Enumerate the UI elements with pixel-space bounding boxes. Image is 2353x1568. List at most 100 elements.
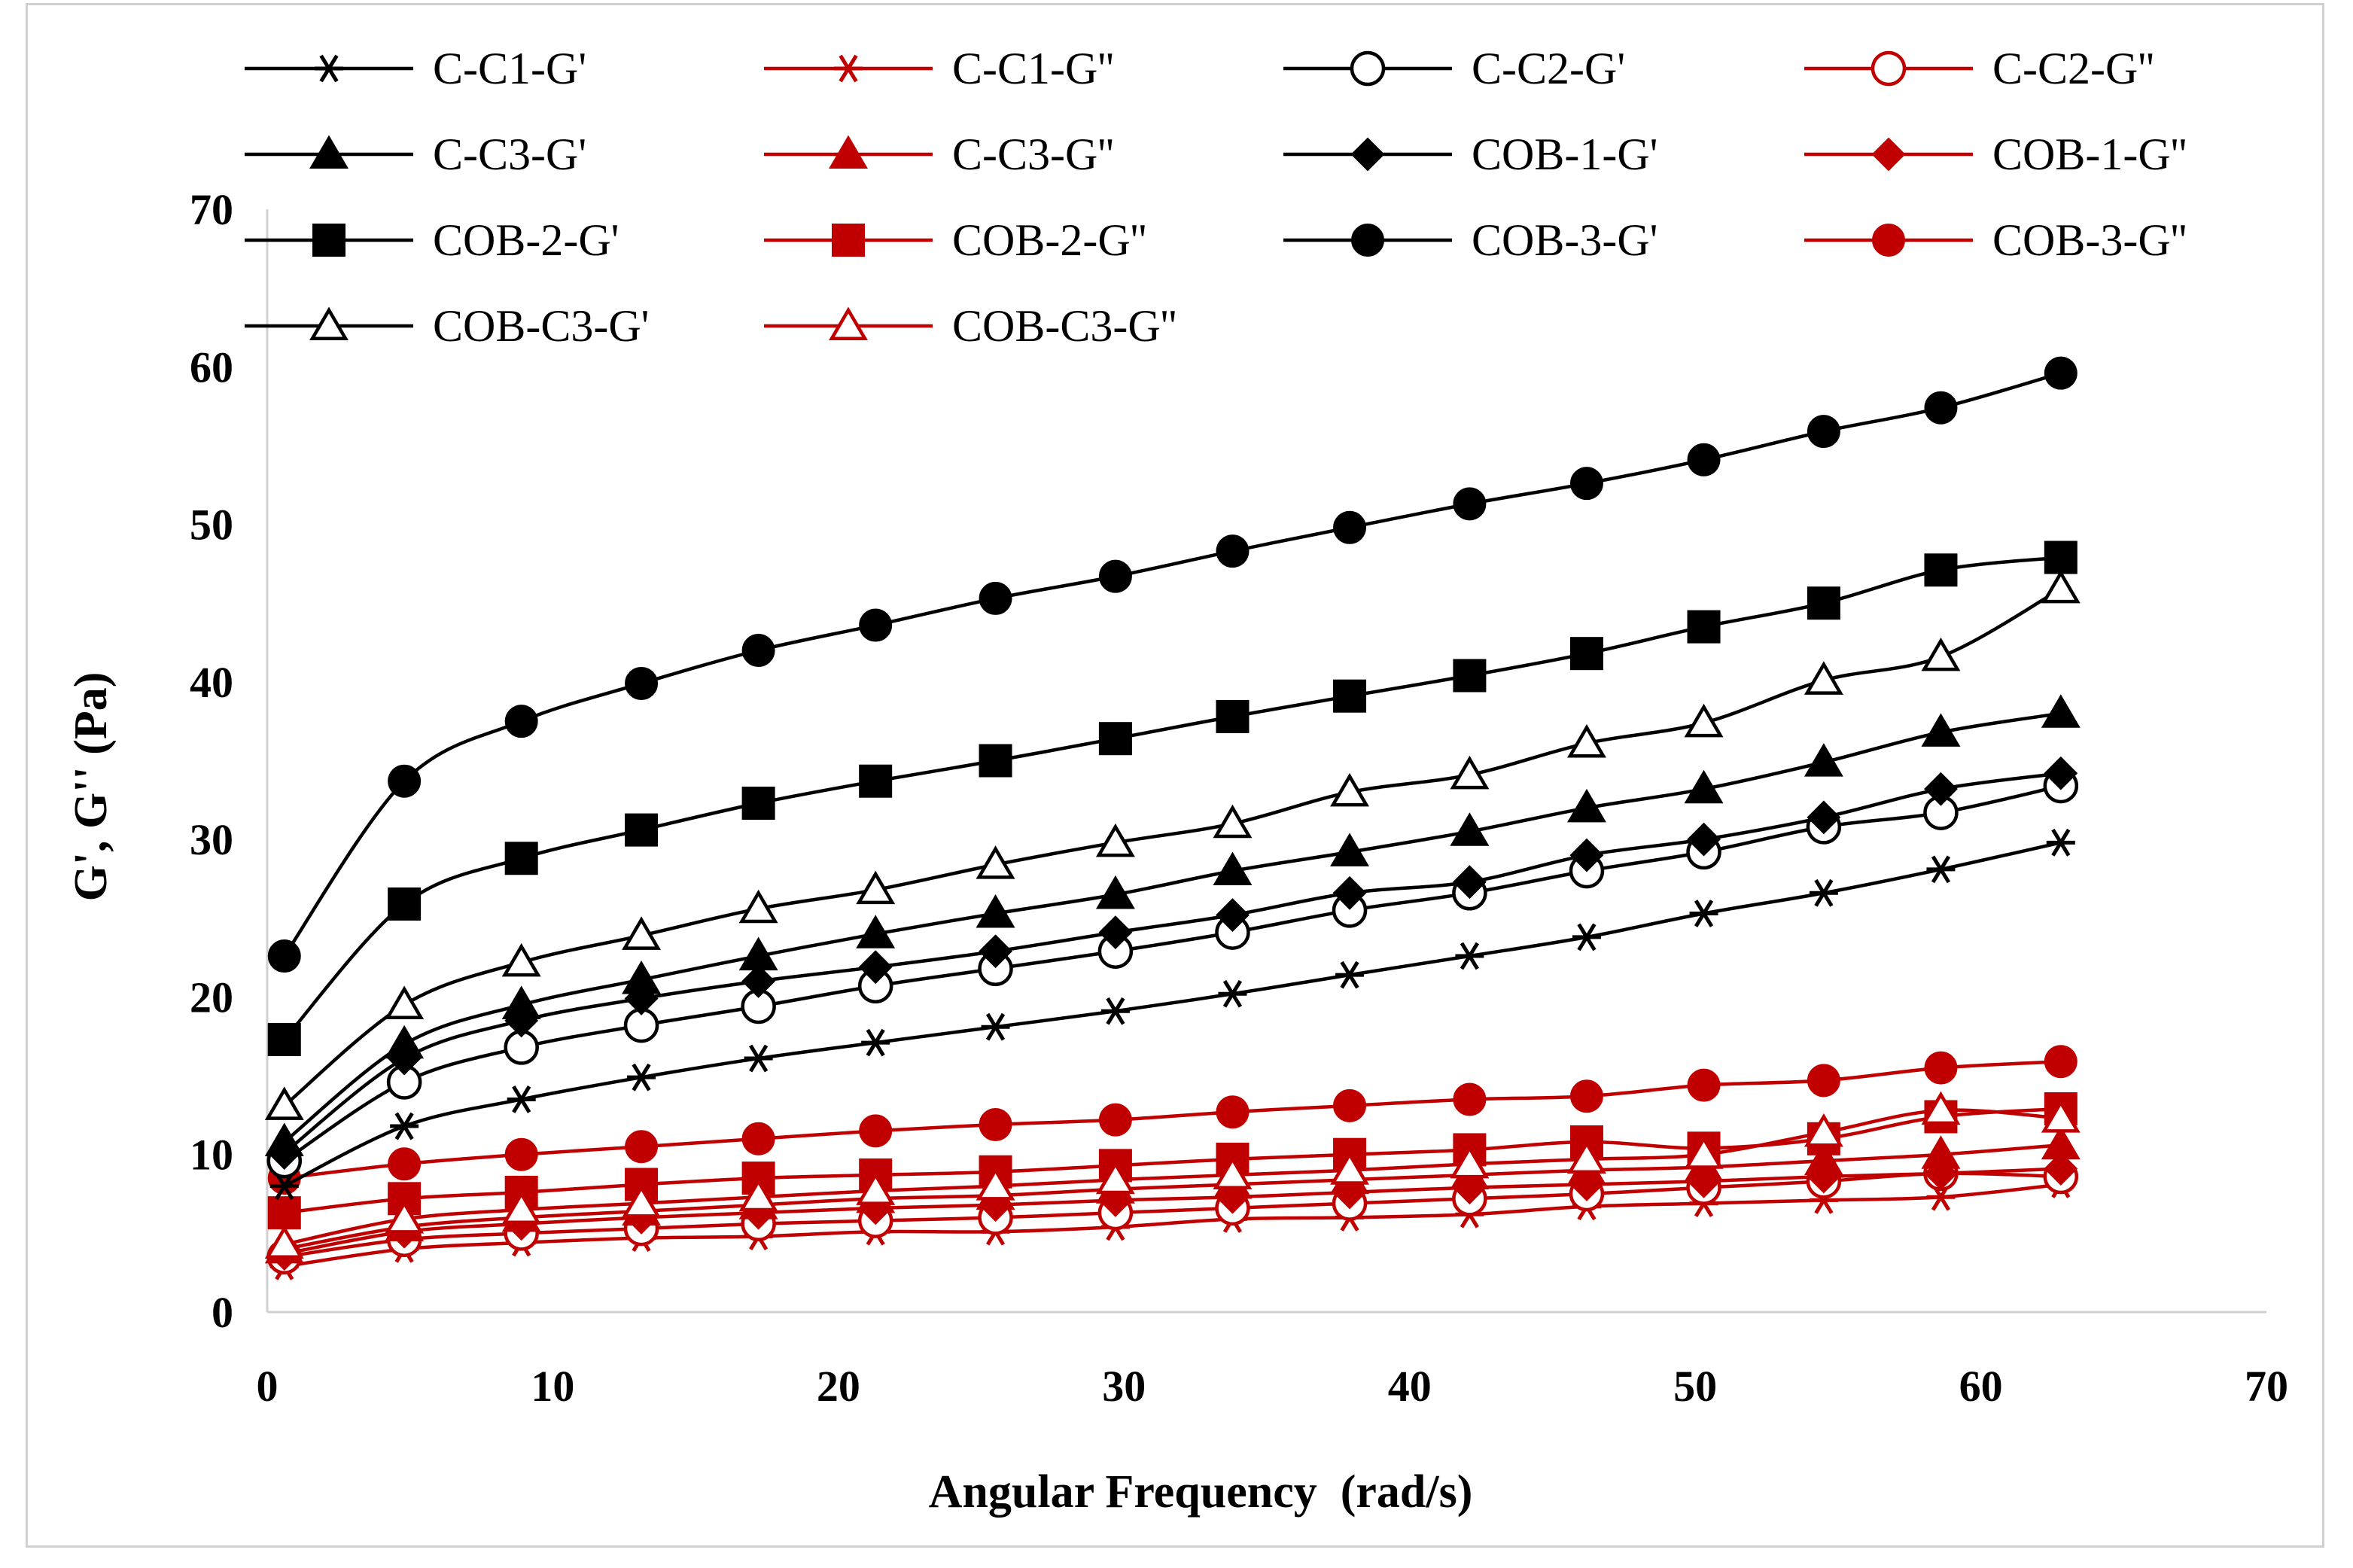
data-point: [858, 950, 893, 985]
data-point: [1566, 1140, 1606, 1174]
data-point: [622, 1184, 662, 1218]
series-11: [267, 1045, 2078, 1195]
series-8: [267, 540, 2078, 1056]
data-point: [1924, 391, 1958, 425]
data-point: [1687, 443, 1721, 476]
data-point: [1569, 1168, 1604, 1201]
data-point: [976, 845, 1015, 879]
legend-item: C-C1-G'': [764, 44, 1114, 93]
series-line: [283, 587, 2062, 1107]
x-tick-label: 20: [817, 1362, 860, 1411]
y-axis-title: G', G'' (Pa): [65, 672, 117, 902]
data-point: [507, 1085, 536, 1113]
data-point: [388, 764, 422, 798]
y-tick-label: 40: [190, 658, 233, 707]
series-line: [283, 784, 2062, 1162]
legend-item: C-C3-G': [245, 129, 586, 179]
data-point: [741, 1122, 775, 1155]
data-point: [976, 894, 1015, 928]
series-13: [264, 1091, 2081, 1259]
data-point: [738, 1177, 778, 1212]
legend-item: C-C3-G'': [764, 129, 1114, 179]
legend-marker: [834, 54, 863, 83]
series-12: [264, 569, 2081, 1120]
data-point: [1452, 865, 1487, 900]
legend-marker: [829, 135, 868, 169]
chart-frame: 0 10 20 30 40 50 60 70 0 10 20 30 40 50 60 70 Angular F…: [26, 3, 2324, 1548]
data-point: [388, 887, 422, 921]
legend-marker: [832, 224, 865, 257]
series-line: [284, 1171, 2061, 1259]
data-point: [1100, 997, 1130, 1025]
series-line: [284, 1108, 2061, 1247]
legend: C-C1-G' C-C1-G'' C-C2-G' C-C2-G'' C-C3-G' C-C…: [245, 44, 2187, 351]
data-point: [1453, 487, 1487, 521]
data-point: [1807, 1064, 1840, 1098]
data-point: [1684, 1135, 1724, 1169]
legend-label: COB-3-G'': [1992, 215, 2187, 265]
data-point: [1926, 855, 1956, 884]
data-point: [2044, 1045, 2078, 1079]
data-point: [625, 1130, 659, 1164]
legend-label: C-C3-G'': [952, 129, 1114, 179]
data-point: [1924, 1156, 1958, 1191]
legend-label: C-C1-G'': [952, 44, 1114, 93]
data-point: [504, 1003, 539, 1038]
data-point: [1453, 1082, 1487, 1116]
series-4: [264, 694, 2081, 1157]
series-line: [284, 1143, 2061, 1251]
data-point: [625, 813, 659, 847]
data-point: [267, 1136, 302, 1171]
data-point: [504, 1137, 538, 1171]
legend-marker: [1351, 224, 1384, 257]
legend-marker: [309, 135, 349, 169]
data-point: [1335, 961, 1365, 989]
data-point: [1453, 659, 1487, 693]
legend-item: COB-C3-G': [245, 301, 650, 351]
data-point: [738, 889, 778, 924]
data-point: [976, 1167, 1015, 1201]
data-point: [1213, 1155, 1253, 1189]
data-point: [1455, 942, 1484, 970]
data-point: [1921, 713, 1961, 747]
data-point: [1450, 755, 1490, 790]
data-point: [1804, 743, 1843, 777]
data-point: [264, 1225, 304, 1259]
x-tick-label: 40: [1388, 1362, 1432, 1411]
legend-marker: [1871, 50, 1907, 87]
data-point: [1216, 898, 1250, 933]
data-point: [390, 1112, 419, 1140]
data-point: [979, 934, 1012, 969]
data-point: [1687, 822, 1721, 857]
data-point: [1569, 467, 1603, 501]
data-point: [2044, 1152, 2078, 1186]
data-point: [1333, 510, 1367, 544]
data-point: [1330, 833, 1370, 866]
data-point: [2041, 569, 2081, 604]
data-point: [1330, 772, 1370, 807]
data-point: [267, 1022, 301, 1056]
series-line: [283, 556, 2062, 1041]
axes: [266, 209, 2266, 1314]
legend-marker: [315, 54, 343, 83]
legend-item: C-C2-G'': [1804, 44, 2154, 93]
legend-item: COB-3-G': [1283, 215, 1657, 265]
legend-label: C-C2-G': [1472, 44, 1625, 93]
data-point: [1098, 559, 1132, 593]
data-point: [856, 870, 896, 905]
data-point: [1687, 1068, 1721, 1102]
legend-label: COB-1-G'': [1992, 129, 2187, 179]
data-point: [744, 1044, 773, 1073]
data-point: [1807, 1159, 1841, 1194]
data-point: [979, 744, 1012, 778]
legend-item: COB-3-G'': [1804, 215, 2187, 265]
data-point: [388, 1147, 422, 1181]
data-point: [2041, 1099, 2081, 1133]
legend-item: COB-2-G'': [764, 215, 1146, 265]
legend-item: COB-1-G'': [1804, 129, 2187, 179]
data-point: [1684, 769, 1724, 804]
data-point: [1566, 788, 1606, 823]
x-tick-label: 0: [257, 1362, 279, 1411]
legend-item: C-C2-G': [1283, 44, 1625, 93]
x-axis-title: Angular Frequency (rad/s): [929, 1466, 1473, 1518]
